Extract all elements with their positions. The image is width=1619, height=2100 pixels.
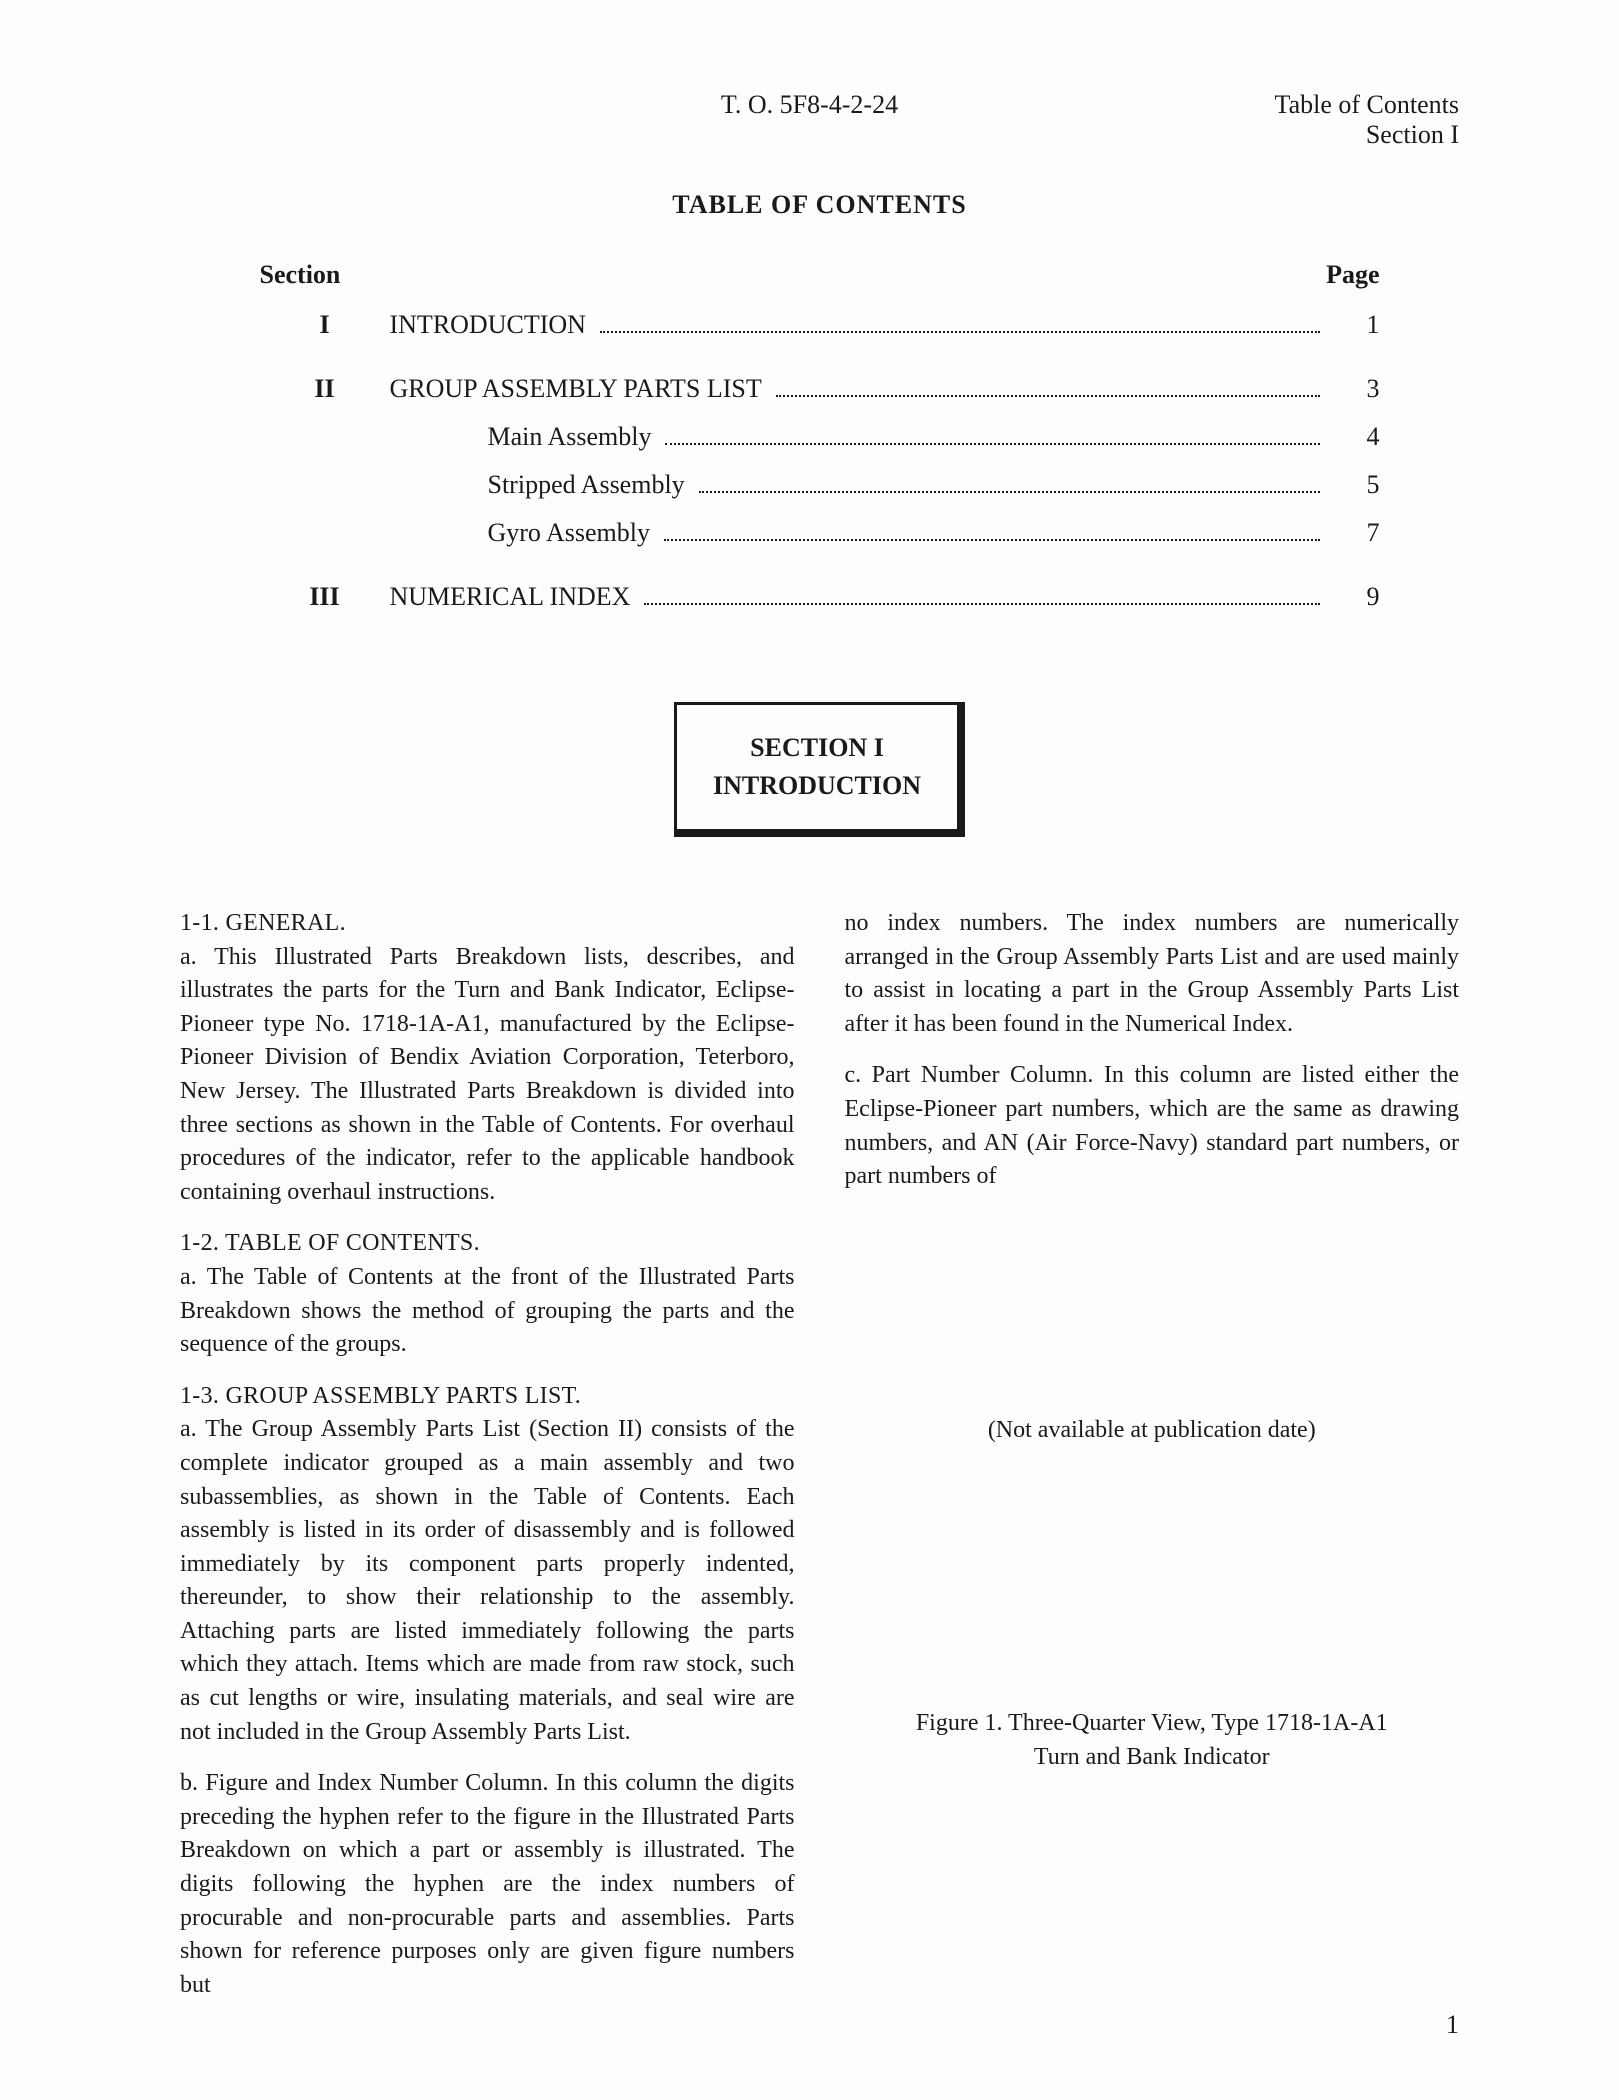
paragraph-text: no index numbers. The index numbers are … [845,910,1460,1037]
toc-leader-dots [665,443,1319,445]
toc-row-page: 9 [1330,582,1380,612]
paragraph-heading: 1-3. GROUP ASSEMBLY PARTS LIST. [180,1383,581,1409]
toc-header-row: Section Page [260,260,1380,290]
figure-caption-line2: Turn and Bank Indicator [845,1741,1460,1775]
body-column-left: 1-1. GENERAL. a. This Illustrated Parts … [180,907,795,2020]
figure-placeholder-note: (Not available at publication date) [845,1414,1460,1448]
paragraph-text: a. The Table of Contents at the front of… [180,1264,795,1357]
document-page: T. O. 5F8-4-2-24 Table of Contents Secti… [0,0,1619,2100]
section-box-line2: INTRODUCTION [713,771,921,801]
table-of-contents: Section Page I INTRODUCTION 1 II GROUP A… [260,260,1380,612]
figure-caption: Figure 1. Three-Quarter View, Type 1718-… [845,1707,1460,1774]
toc-row-page: 4 [1330,422,1380,452]
toc-row-label: NUMERICAL INDEX [390,582,631,612]
toc-row-page: 1 [1330,310,1380,340]
toc-row-label: Main Assembly [390,422,652,452]
toc-header-page: Page [1326,260,1379,290]
toc-leader-dots [699,491,1320,493]
page-number: 1 [1446,2010,1459,2040]
paragraph-text: a. This Illustrated Parts Breakdown list… [180,944,795,1205]
toc-row-label: GROUP ASSEMBLY PARTS LIST [390,374,762,404]
section-box-line1: SECTION I [713,733,921,763]
toc-row-label: Stripped Assembly [390,470,685,500]
toc-leader-dots [600,331,1320,333]
toc-row-label: INTRODUCTION [390,310,586,340]
toc-leader-dots [644,603,1319,605]
toc-row-page: 3 [1330,374,1380,404]
paragraph-text: c. Part Number Column. In this column ar… [845,1062,1460,1189]
toc-row: II GROUP ASSEMBLY PARTS LIST 3 [260,374,1380,404]
toc-leader-dots [664,539,1320,541]
toc-section-numeral: I [260,310,390,340]
toc-row: Gyro Assembly 7 [260,518,1380,548]
figure-caption-line1: Figure 1. Three-Quarter View, Type 1718-… [845,1707,1460,1741]
body-column-right: no index numbers. The index numbers are … [845,907,1460,2020]
toc-row: III NUMERICAL INDEX 9 [260,582,1380,612]
toc-row: Main Assembly 4 [260,422,1380,452]
paragraph-heading: 1-1. GENERAL. [180,910,346,936]
toc-row-page: 5 [1330,470,1380,500]
toc-title: TABLE OF CONTENTS [180,190,1459,220]
toc-section-numeral: III [260,582,390,612]
toc-leader-dots [776,395,1320,397]
toc-header-section: Section [260,260,341,290]
header-doc-number: T. O. 5F8-4-2-24 [721,90,898,120]
header-right-line2: Section I [1275,120,1459,150]
section-heading-box: SECTION I INTRODUCTION [674,702,965,837]
toc-row: I INTRODUCTION 1 [260,310,1380,340]
toc-section-numeral: II [260,374,390,404]
header-right-line1: Table of Contents [1275,90,1459,120]
header-right-block: Table of Contents Section I [1275,90,1459,150]
toc-row: Stripped Assembly 5 [260,470,1380,500]
section-heading-box-wrap: SECTION I INTRODUCTION [180,702,1459,837]
page-header: T. O. 5F8-4-2-24 Table of Contents Secti… [180,90,1459,150]
body-columns: 1-1. GENERAL. a. This Illustrated Parts … [180,907,1459,2020]
toc-row-page: 7 [1330,518,1380,548]
toc-row-label: Gyro Assembly [390,518,651,548]
paragraph-heading: 1-2. TABLE OF CONTENTS. [180,1230,480,1256]
paragraph-text: a. The Group Assembly Parts List (Sectio… [180,1416,795,1744]
paragraph-text: b. Figure and Index Number Column. In th… [180,1770,795,1998]
